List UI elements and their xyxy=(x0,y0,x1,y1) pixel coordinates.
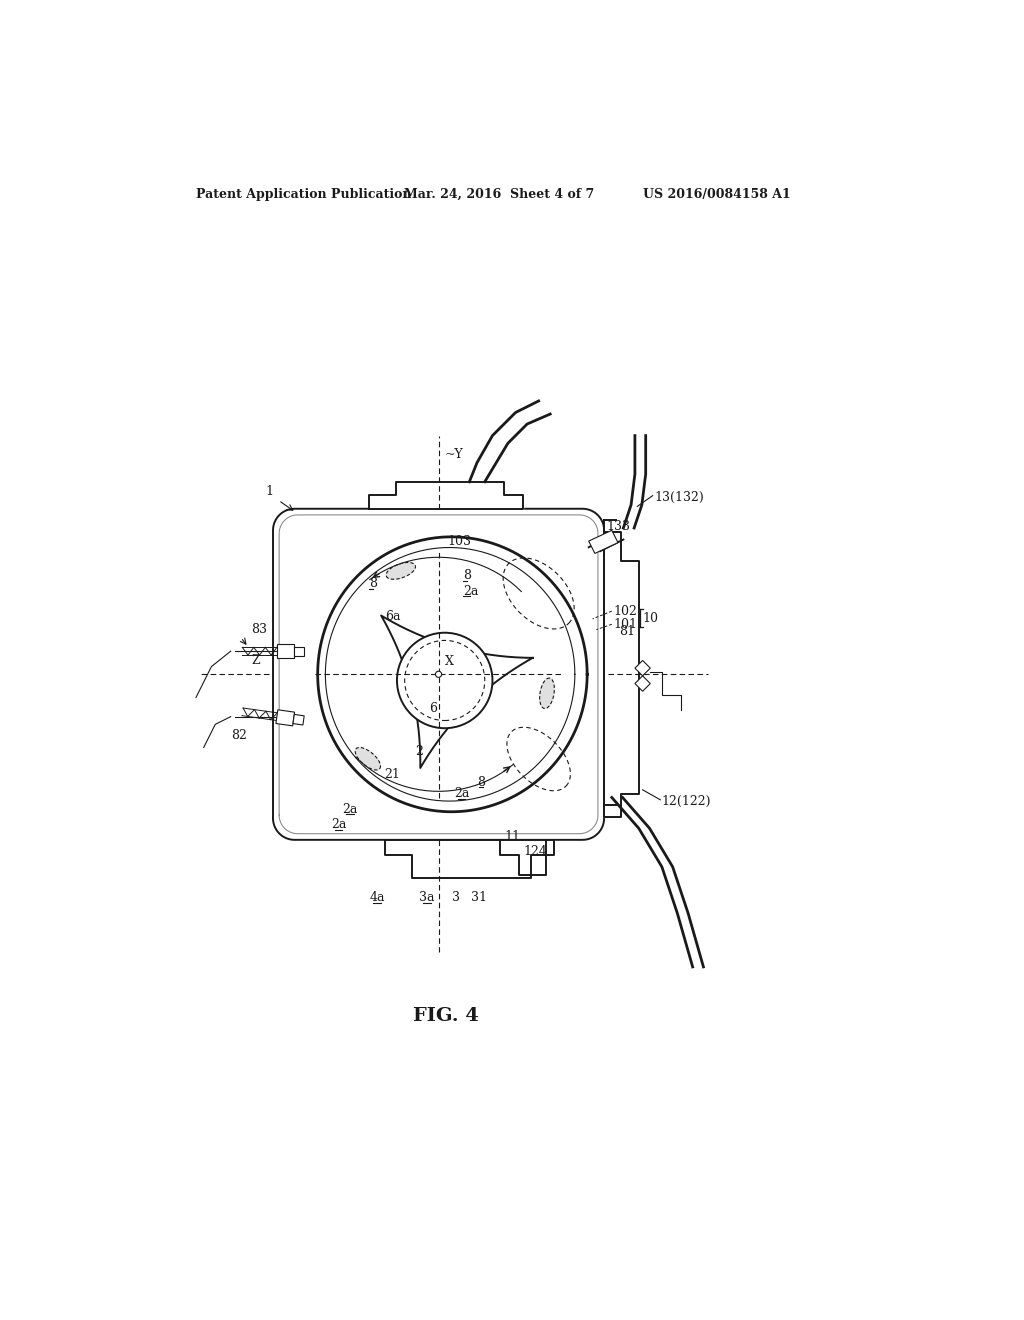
Text: 2a: 2a xyxy=(454,787,469,800)
Text: 6a: 6a xyxy=(385,610,400,623)
Text: 103: 103 xyxy=(447,536,472,548)
Polygon shape xyxy=(355,747,381,770)
Text: 2a: 2a xyxy=(331,818,346,832)
Polygon shape xyxy=(589,531,617,553)
Text: 8: 8 xyxy=(370,577,377,590)
Polygon shape xyxy=(273,508,604,840)
Polygon shape xyxy=(540,678,554,709)
Text: FIG. 4: FIG. 4 xyxy=(414,1007,479,1024)
Polygon shape xyxy=(275,710,295,726)
Text: 12(122): 12(122) xyxy=(662,795,712,808)
Text: 21: 21 xyxy=(385,768,400,781)
Polygon shape xyxy=(276,644,294,659)
Polygon shape xyxy=(635,676,650,692)
Text: 102: 102 xyxy=(613,605,637,618)
Text: 3: 3 xyxy=(453,891,461,904)
Text: 83: 83 xyxy=(252,623,267,636)
Polygon shape xyxy=(293,714,304,725)
Text: 2: 2 xyxy=(416,744,423,758)
Text: 2a: 2a xyxy=(342,803,357,816)
Text: 81: 81 xyxy=(620,626,636,639)
Text: 13(132): 13(132) xyxy=(654,491,703,504)
Text: 8: 8 xyxy=(463,569,471,582)
Text: 101: 101 xyxy=(613,618,637,631)
Text: 2a: 2a xyxy=(463,585,478,598)
Text: 10: 10 xyxy=(643,611,658,624)
Text: 133: 133 xyxy=(606,520,631,533)
Text: 11: 11 xyxy=(504,829,520,842)
Polygon shape xyxy=(370,482,523,508)
Text: 1: 1 xyxy=(265,484,273,498)
Polygon shape xyxy=(604,532,639,817)
Text: Mar. 24, 2016  Sheet 4 of 7: Mar. 24, 2016 Sheet 4 of 7 xyxy=(403,187,594,201)
Polygon shape xyxy=(386,562,416,579)
Text: 31: 31 xyxy=(471,891,486,904)
Circle shape xyxy=(435,671,441,677)
Text: US 2016/0084158 A1: US 2016/0084158 A1 xyxy=(643,187,791,201)
Text: X: X xyxy=(444,655,454,668)
Text: 82: 82 xyxy=(230,730,247,742)
Text: 4a: 4a xyxy=(370,891,385,904)
Text: 124: 124 xyxy=(523,845,547,858)
Polygon shape xyxy=(635,660,650,676)
Polygon shape xyxy=(500,840,547,875)
Text: ~Y: ~Y xyxy=(444,449,464,462)
Polygon shape xyxy=(381,615,532,768)
Text: 3a: 3a xyxy=(419,891,435,904)
Text: 6: 6 xyxy=(429,702,437,715)
Text: 8: 8 xyxy=(477,776,485,788)
Circle shape xyxy=(397,632,493,729)
Text: Z: Z xyxy=(252,653,260,667)
Polygon shape xyxy=(317,537,587,812)
Text: Patent Application Publication: Patent Application Publication xyxy=(196,187,412,201)
Polygon shape xyxy=(385,840,554,878)
Polygon shape xyxy=(294,647,304,656)
